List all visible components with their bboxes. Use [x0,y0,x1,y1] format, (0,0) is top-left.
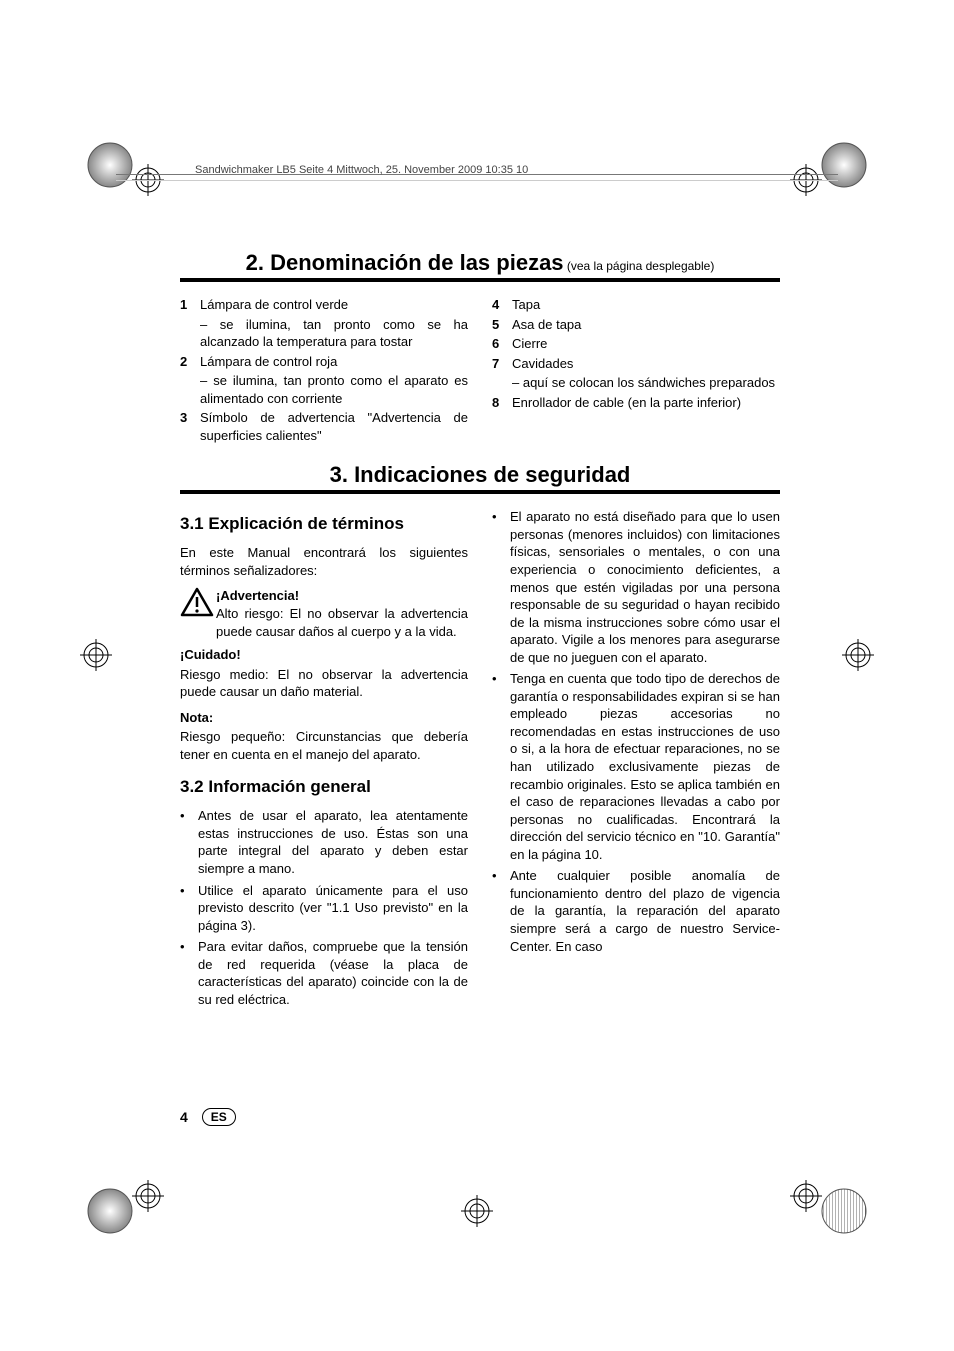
page-number: 4 [180,1109,188,1125]
col-left: 3.1 Explicación de términos En este Manu… [180,508,468,1012]
parts-item: 6Cierre [492,335,780,353]
parts-item: 4Tapa [492,296,780,314]
crop-mark-bl [80,1166,170,1236]
heading-3-1: 3.1 Explicación de términos [180,514,468,534]
parts-list: 1Lámpara de control verde se ilumina, tan… [180,296,780,444]
bullet-item: •El aparato no está diseñado para que lo… [492,508,780,666]
section2-title: 2. Denominación de las piezas (vea la pá… [180,250,780,276]
section2-rule [180,278,780,282]
parts-item-sub: aquí se colocan los sándwiches preparado… [492,374,780,392]
warning-triangle-icon [180,587,216,622]
col-right: •El aparato no está diseñado para que lo… [492,508,780,1012]
page-footer: 4 ES [180,1108,236,1126]
bullet-item: •Ante cualquier posible anomalía de func… [492,867,780,955]
crop-mark-tr [784,140,874,210]
section3-title: 3. Indicaciones de seguridad [180,462,780,488]
parts-item: 8Enrollador de cable (en la parte inferi… [492,394,780,412]
heading-3-2: 3.2 Información general [180,777,468,797]
running-header: Sandwichmaker LB5 Seite 4 Mittwoch, 25. … [195,164,528,176]
parts-item: 7Cavidades [492,355,780,373]
hairline-top2 [116,180,838,181]
parts-item: 2Lámpara de control roja [180,353,468,371]
reg-mark-right [838,635,878,675]
crop-mark-tl [80,140,170,210]
bullet-item: •Tenga en cuenta que todo tipo de derech… [492,670,780,863]
parts-item-sub: se ilumina, tan pronto como se ha alcanz… [180,316,468,351]
crop-mark-br [784,1166,874,1236]
parts-item: 5Asa de tapa [492,316,780,334]
bullet-item: •Utilice el aparato únicamente para el u… [180,882,468,935]
bullet-item: •Para evitar daños, compruebe que la ten… [180,938,468,1008]
section3-rule [180,490,780,494]
warning-block: ¡Advertencia! Alto riesgo: El no observa… [180,587,468,640]
parts-item: 1Lámpara de control verde [180,296,468,314]
reg-mark-bottom [457,1191,497,1231]
parts-item-sub: se ilumina, tan pronto como el aparato e… [180,372,468,407]
bullet-item: •Antes de usar el aparato, lea atentamen… [180,807,468,877]
intro-3-1: En este Manual encontrará los siguientes… [180,544,468,579]
reg-mark-left [76,635,116,675]
care-text: Riesgo medio: El no observar la adverten… [180,666,468,701]
bullets-right: •El aparato no está diseñado para que lo… [492,508,780,955]
note-text: Riesgo pequeño: Circunstancias que deber… [180,728,468,763]
warn-label: ¡Advertencia! [216,588,299,603]
section2-subtitle: (vea la página desplegable) [564,259,715,273]
bullets-left: •Antes de usar el aparato, lea atentamen… [180,807,468,1008]
warn-text: Alto riesgo: El no observar la advertenc… [216,606,468,639]
note-label: Nota: [180,710,213,725]
section2-title-text: 2. Denominación de las piezas [246,250,564,275]
lang-badge: ES [202,1108,236,1126]
parts-item: 3Símbolo de advertencia "Advertencia de … [180,409,468,444]
care-label: ¡Cuidado! [180,647,241,662]
